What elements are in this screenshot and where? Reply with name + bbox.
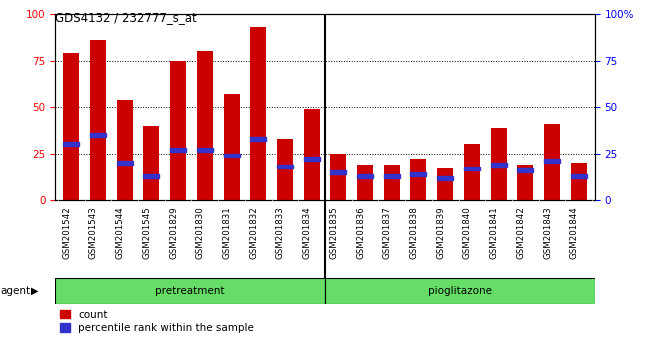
- Text: GSM201833: GSM201833: [276, 206, 285, 259]
- Bar: [464, 144, 480, 200]
- Text: GSM201837: GSM201837: [383, 206, 392, 259]
- Bar: [517, 169, 533, 172]
- Text: agent: agent: [1, 286, 31, 296]
- Bar: [304, 157, 320, 161]
- Bar: [410, 172, 426, 176]
- Text: GSM201831: GSM201831: [222, 206, 231, 259]
- Text: GSM201842: GSM201842: [516, 206, 525, 259]
- Text: GSM201830: GSM201830: [196, 206, 205, 259]
- Bar: [63, 142, 79, 146]
- Bar: [330, 154, 346, 200]
- Bar: [384, 165, 400, 200]
- Bar: [117, 100, 133, 200]
- Text: GSM201843: GSM201843: [543, 206, 552, 259]
- Bar: [144, 174, 159, 178]
- Text: GSM201545: GSM201545: [142, 206, 151, 259]
- Bar: [357, 165, 373, 200]
- Bar: [250, 137, 266, 141]
- Bar: [304, 109, 320, 200]
- Bar: [437, 176, 453, 179]
- Text: GSM201835: GSM201835: [330, 206, 339, 259]
- Bar: [277, 165, 293, 169]
- Text: ▶: ▶: [31, 286, 39, 296]
- Bar: [464, 166, 480, 170]
- Bar: [55, 278, 325, 304]
- Text: pretreatment: pretreatment: [155, 286, 225, 296]
- Text: GSM201838: GSM201838: [410, 206, 419, 259]
- Bar: [144, 126, 159, 200]
- Text: GSM201544: GSM201544: [116, 206, 125, 259]
- Text: GSM201844: GSM201844: [570, 206, 578, 259]
- Text: GSM201543: GSM201543: [89, 206, 98, 259]
- Text: GSM201832: GSM201832: [249, 206, 258, 259]
- Bar: [170, 61, 186, 200]
- Text: GSM201839: GSM201839: [436, 206, 445, 259]
- Text: GDS4132 / 232777_s_at: GDS4132 / 232777_s_at: [55, 11, 197, 24]
- Bar: [437, 169, 453, 200]
- Text: GSM201834: GSM201834: [303, 206, 311, 259]
- Bar: [384, 174, 400, 178]
- Bar: [170, 148, 186, 152]
- Bar: [224, 94, 240, 200]
- Bar: [410, 159, 426, 200]
- Text: GSM201542: GSM201542: [62, 206, 72, 259]
- Bar: [571, 163, 587, 200]
- Bar: [90, 133, 106, 137]
- Bar: [277, 139, 293, 200]
- Text: GSM201840: GSM201840: [463, 206, 472, 259]
- Bar: [544, 124, 560, 200]
- Bar: [491, 127, 506, 200]
- Bar: [63, 53, 79, 200]
- Bar: [357, 174, 373, 178]
- Bar: [544, 159, 560, 163]
- Bar: [117, 161, 133, 165]
- Text: pioglitazone: pioglitazone: [428, 286, 492, 296]
- Bar: [90, 40, 106, 200]
- Bar: [517, 165, 533, 200]
- Text: GSM201829: GSM201829: [169, 206, 178, 259]
- Bar: [197, 51, 213, 200]
- Legend: count, percentile rank within the sample: count, percentile rank within the sample: [60, 310, 254, 333]
- Bar: [197, 148, 213, 152]
- Bar: [491, 163, 506, 166]
- Bar: [325, 278, 595, 304]
- Bar: [250, 27, 266, 200]
- Bar: [571, 174, 587, 178]
- Text: GSM201836: GSM201836: [356, 206, 365, 259]
- Text: GSM201841: GSM201841: [489, 206, 499, 259]
- Bar: [330, 170, 346, 174]
- Bar: [224, 154, 240, 157]
